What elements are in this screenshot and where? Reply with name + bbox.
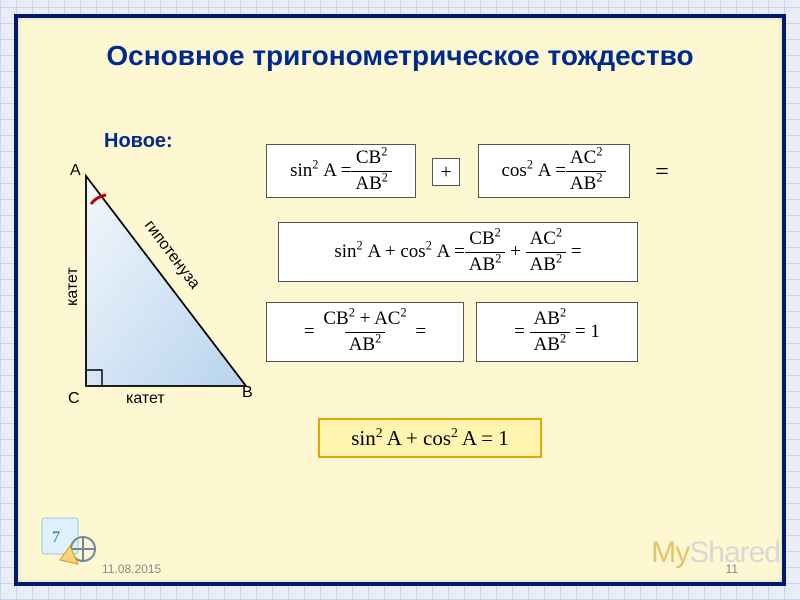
formula-step3: = CB2 + AC2 AB2 = (266, 302, 464, 362)
triangle-diagram: А С В катет катет гипотенуза (56, 156, 262, 408)
new-label: Новое: (104, 130, 173, 153)
formula-cos2a: cos2 A = AC2 AB2 (478, 144, 630, 198)
plus-op: + (432, 158, 460, 186)
math-clip-icon: 7 (40, 516, 100, 568)
formula-sin2a: sin2 A = CB2 AB2 (266, 144, 416, 198)
cathetus-horizontal: катет (126, 390, 165, 408)
svg-text:7: 7 (52, 529, 60, 546)
formula-step4: = AB2 AB2 = 1 (476, 302, 638, 362)
vertex-a: А (70, 162, 81, 180)
watermark: MyShared (651, 536, 780, 570)
page-title: Основное тригонометрическое тождество (18, 40, 782, 72)
footer-date: 11.08.2015 (102, 562, 161, 576)
cathetus-vertical: катет (64, 267, 82, 306)
formula-sum: sin2 A + cos2 A = CB2 AB2 + AC2 AB2 = (278, 222, 638, 282)
equals-op-right: = (648, 158, 676, 186)
vertex-c: С (68, 390, 80, 408)
triangle-svg (56, 156, 262, 408)
formula-result: sin2 A + cos2 A = 1 (318, 418, 542, 458)
slide-frame: Основное тригонометрическое тождество Но… (14, 14, 786, 586)
vertex-b: В (242, 384, 253, 402)
